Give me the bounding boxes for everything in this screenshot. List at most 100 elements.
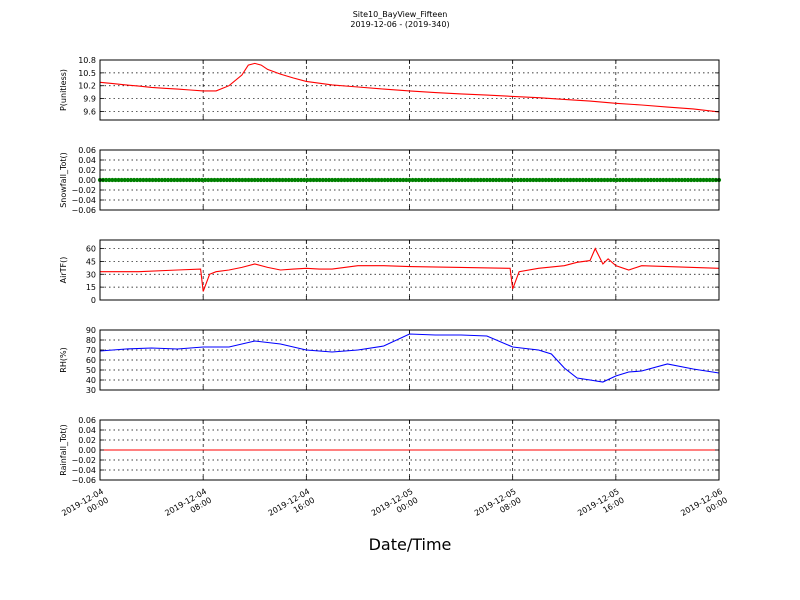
snowfall-point — [295, 177, 301, 183]
snowfall-point — [484, 177, 489, 183]
snowfall-point — [531, 177, 536, 183]
snowfall-point — [317, 177, 322, 183]
snowfall-point — [320, 177, 325, 183]
snowfall-point — [119, 177, 124, 183]
chart-subtitle: 2019-12-06 - (2019-340) — [350, 20, 450, 29]
snowfall-point — [655, 177, 660, 183]
snowfall-point — [336, 177, 341, 183]
snowfall-point — [555, 177, 561, 183]
snowfall-point — [707, 177, 712, 183]
snowfall-point — [559, 177, 564, 183]
snowfall-point — [388, 177, 394, 183]
snowfall-point — [466, 177, 471, 183]
snowfall-point — [518, 177, 524, 183]
snowfall-point — [252, 177, 257, 183]
snowfall-point — [240, 177, 245, 183]
snowfall-point — [206, 177, 211, 183]
snowfall-point — [481, 177, 486, 183]
snowfall-point — [583, 177, 589, 183]
snowfall-point — [305, 177, 310, 183]
y-tick-label: −0.06 — [71, 476, 96, 485]
snowfall-point — [642, 177, 647, 183]
snowfall-point — [500, 177, 505, 183]
y-tick-label: −0.06 — [71, 206, 96, 215]
snowfall-point — [521, 177, 527, 183]
snowfall-point — [577, 177, 582, 183]
snowfall-point — [370, 177, 375, 183]
snowfall-point — [255, 177, 260, 183]
snowfall-point — [116, 177, 121, 183]
y-axis-label: Rainfall_Tot() — [59, 424, 68, 476]
snowfall-point — [509, 177, 514, 183]
snowfall-point — [125, 177, 130, 183]
snowfall-point — [190, 177, 195, 183]
snowfall-point — [156, 177, 161, 183]
snowfall-point — [215, 177, 220, 183]
y-tick-label: 9.9 — [83, 95, 96, 104]
snowfall-point — [490, 177, 496, 183]
y-tick-label: 0.06 — [78, 146, 96, 155]
snowfall-point — [528, 177, 533, 183]
snowfall-point — [667, 177, 672, 183]
snowfall-point — [404, 177, 409, 183]
y-tick-label: 0.06 — [78, 416, 96, 425]
snowfall-point — [432, 177, 437, 183]
snowfall-point — [113, 177, 118, 183]
snowfall-point — [354, 177, 359, 183]
snowfall-point — [261, 177, 267, 183]
snowfall-point — [422, 177, 428, 183]
snowfall-point — [407, 177, 412, 183]
snowfall-point — [333, 177, 338, 183]
snowfall-point — [150, 177, 155, 183]
snowfall-point — [648, 177, 654, 183]
snowfall-point — [162, 177, 168, 183]
snowfall-point — [330, 177, 335, 183]
snowfall-point — [435, 177, 440, 183]
snowfall-point — [525, 177, 530, 183]
snowfall-point — [543, 177, 548, 183]
snowfall-point — [695, 177, 700, 183]
snowfall-point — [196, 177, 202, 183]
snowfall-point — [670, 177, 675, 183]
y-tick-label: 45 — [86, 257, 96, 266]
y-tick-label: 0.02 — [78, 436, 96, 445]
snowfall-point — [234, 177, 239, 183]
snowfall-point — [209, 177, 214, 183]
snowfall-point — [391, 177, 397, 183]
snowfall-point — [512, 177, 517, 183]
snowfall-point — [596, 177, 601, 183]
y-axis-label: P(unitless) — [59, 69, 68, 111]
snowfall-point — [348, 177, 353, 183]
snowfall-point — [159, 177, 164, 183]
y-tick-label: 10.5 — [78, 69, 96, 78]
snowfall-point — [620, 177, 626, 183]
snowfall-point — [614, 177, 619, 183]
snowfall-point — [339, 177, 344, 183]
snowfall-point — [345, 177, 350, 183]
snowfall-point — [429, 177, 434, 183]
snowfall-point — [552, 177, 558, 183]
snowfall-point — [292, 177, 298, 183]
snowfall-point — [302, 177, 307, 183]
snowfall-point — [664, 177, 669, 183]
snowfall-point — [661, 177, 666, 183]
y-tick-label: 10.2 — [78, 82, 96, 91]
snowfall-point — [246, 177, 251, 183]
snowfall-point — [645, 177, 650, 183]
snowfall-point — [280, 177, 285, 183]
snowfall-point — [460, 177, 465, 183]
snowfall-point — [144, 177, 149, 183]
snowfall-point — [450, 177, 455, 183]
snowfall-point — [593, 177, 598, 183]
snowfall-point — [357, 177, 363, 183]
snowfall-point — [689, 177, 694, 183]
chart-title: Site10_BayView_Fifteen — [352, 10, 448, 19]
snowfall-point — [602, 177, 607, 183]
snowfall-point — [110, 177, 115, 183]
y-axis-label: AirTF() — [59, 257, 68, 284]
snowfall-point — [636, 177, 641, 183]
snowfall-point — [268, 177, 273, 183]
